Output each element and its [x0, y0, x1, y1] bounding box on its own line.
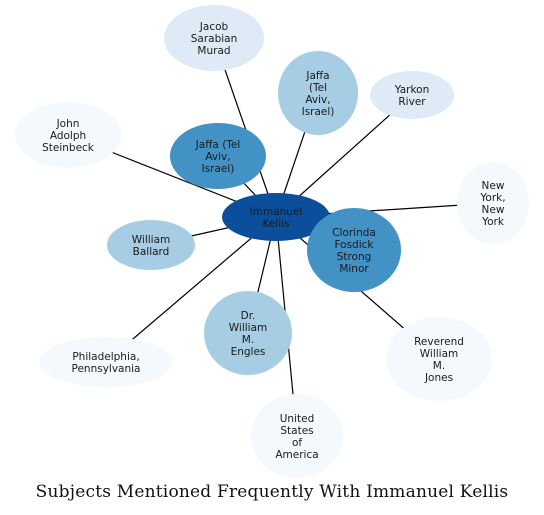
node-dr-william-m-engles-label-line: Dr.: [241, 310, 256, 322]
node-united-states-of-america-label-line: America: [275, 449, 318, 461]
node-jaffa-tel-aviv-israel-light-label-line: Israel): [302, 106, 335, 118]
node-new-york-ellipse: [457, 162, 529, 244]
diagram-caption: Subjects Mentioned Frequently With Imman…: [35, 482, 509, 502]
node-jaffa-tel-aviv-israel-light-label-line: Jaffa: [305, 70, 329, 82]
node-new-york-label-line: New: [482, 180, 505, 192]
node-philadelphia-pennsylvania: Philadelphia,Pennsylvania: [39, 337, 173, 387]
node-dr-william-m-engles-ellipse: [204, 291, 292, 375]
node-clorinda-fosdick-strong-minor-label-line: Minor: [339, 263, 369, 275]
center-node-label-line: Kellis: [262, 218, 289, 230]
node-jacob-sarabian-murad-label-line: Jacob: [199, 21, 229, 33]
center-node-label-line: Immanuel: [250, 206, 303, 218]
node-dr-william-m-engles-label-line: William: [229, 322, 267, 334]
network-graph: JacobSarabianMuradJaffa(TelAviv,Israel)Y…: [15, 5, 529, 478]
node-john-adolph-steinbeck-label-line: Steinbeck: [42, 142, 95, 154]
node-john-adolph-steinbeck-label-line: John: [56, 118, 80, 130]
node-jaffa-tel-aviv-israel-light-label-line: Aviv,: [305, 94, 330, 106]
node-reverend-william-m-jones-label-line: Reverend: [414, 336, 464, 348]
node-united-states-of-america-label-line: States: [280, 425, 313, 437]
node-yarkon-river-label-line: River: [398, 96, 426, 108]
center-node-ellipse: [222, 193, 330, 241]
edge-node-philadelphia-pennsylvania: [105, 216, 277, 363]
node-jacob-sarabian-murad-label-line: Sarabian: [191, 33, 238, 45]
node-jaffa-tel-aviv-israel-dark-label-line: Jaffa (Tel: [195, 139, 241, 151]
node-yarkon-river-ellipse: [370, 71, 454, 119]
node-jacob-sarabian-murad-ellipse: [164, 5, 264, 71]
node-jaffa-tel-aviv-israel-light-label-line: (Tel: [309, 82, 327, 94]
node-reverend-william-m-jones-ellipse: [386, 317, 492, 401]
node-william-ballard-label-line: William: [132, 234, 170, 246]
node-united-states-of-america-label-line: United: [280, 413, 315, 425]
node-philadelphia-pennsylvania-ellipse: [39, 337, 173, 387]
node-yarkon-river-label-line: Yarkon: [394, 84, 430, 96]
node-jacob-sarabian-murad-label-line: Murad: [197, 45, 230, 57]
node-reverend-william-m-jones-label-line: Jones: [424, 372, 453, 384]
node-jaffa-tel-aviv-israel-light-ellipse: [278, 51, 358, 135]
node-united-states-of-america-label-line: of: [292, 437, 302, 449]
node-william-ballard-ellipse: [107, 220, 195, 270]
node-jaffa-tel-aviv-israel-dark-ellipse: [170, 123, 266, 189]
nodes-layer: JacobSarabianMuradJaffa(TelAviv,Israel)Y…: [15, 5, 529, 478]
node-john-adolph-steinbeck-ellipse: [15, 102, 121, 168]
node-william-ballard-label-line: Ballard: [133, 246, 170, 258]
node-clorinda-fosdick-strong-minor-ellipse: [307, 208, 401, 292]
node-philadelphia-pennsylvania-label-line: Philadelphia,: [72, 351, 139, 363]
node-new-york-label-line: York: [481, 216, 505, 228]
node-philadelphia-pennsylvania-label-line: Pennsylvania: [72, 363, 141, 375]
node-clorinda-fosdick-strong-minor-label-line: Strong: [337, 251, 372, 263]
node-new-york-label-line: New: [482, 204, 505, 216]
node-reverend-william-m-jones-label-line: M.: [433, 360, 445, 372]
node-john-adolph-steinbeck-label-line: Adolph: [50, 130, 86, 142]
node-jaffa-tel-aviv-israel-dark-label-line: Aviv,: [205, 151, 230, 163]
node-reverend-william-m-jones-label-line: William: [420, 348, 458, 360]
node-jaffa-tel-aviv-israel-dark-label-line: Israel): [202, 163, 235, 175]
node-clorinda-fosdick-strong-minor-label-line: Fosdick: [335, 239, 375, 251]
node-new-york-label-line: York,: [479, 192, 505, 204]
node-dr-william-m-engles-label-line: Engles: [231, 346, 266, 358]
node-dr-william-m-engles-label-line: M.: [242, 334, 254, 346]
node-united-states-of-america-ellipse: [251, 394, 343, 478]
node-clorinda-fosdick-strong-minor-label-line: Clorinda: [332, 227, 376, 239]
